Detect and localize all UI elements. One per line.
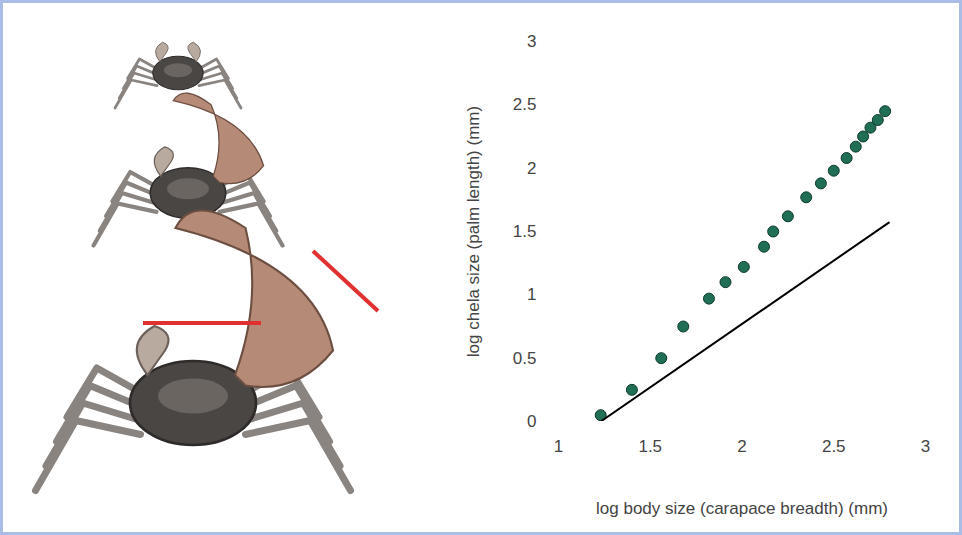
svg-text:2: 2 <box>737 437 746 456</box>
svg-text:1: 1 <box>527 285 536 304</box>
svg-text:1: 1 <box>554 437 563 456</box>
svg-text:0: 0 <box>527 412 536 431</box>
svg-text:2: 2 <box>527 159 536 178</box>
svg-text:1.5: 1.5 <box>513 222 537 241</box>
svg-text:2.5: 2.5 <box>822 437 846 456</box>
svg-text:0.5: 0.5 <box>513 349 537 368</box>
svg-text:3: 3 <box>527 32 536 51</box>
svg-text:log body size (carapace breadt: log body size (carapace breadth) (mm) <box>596 499 888 518</box>
svg-text:log chela size (palm length) (: log chela size (palm length) (mm) <box>464 106 483 357</box>
svg-text:2.5: 2.5 <box>513 95 537 114</box>
svg-text:1.5: 1.5 <box>638 437 662 456</box>
svg-text:3: 3 <box>921 437 930 456</box>
